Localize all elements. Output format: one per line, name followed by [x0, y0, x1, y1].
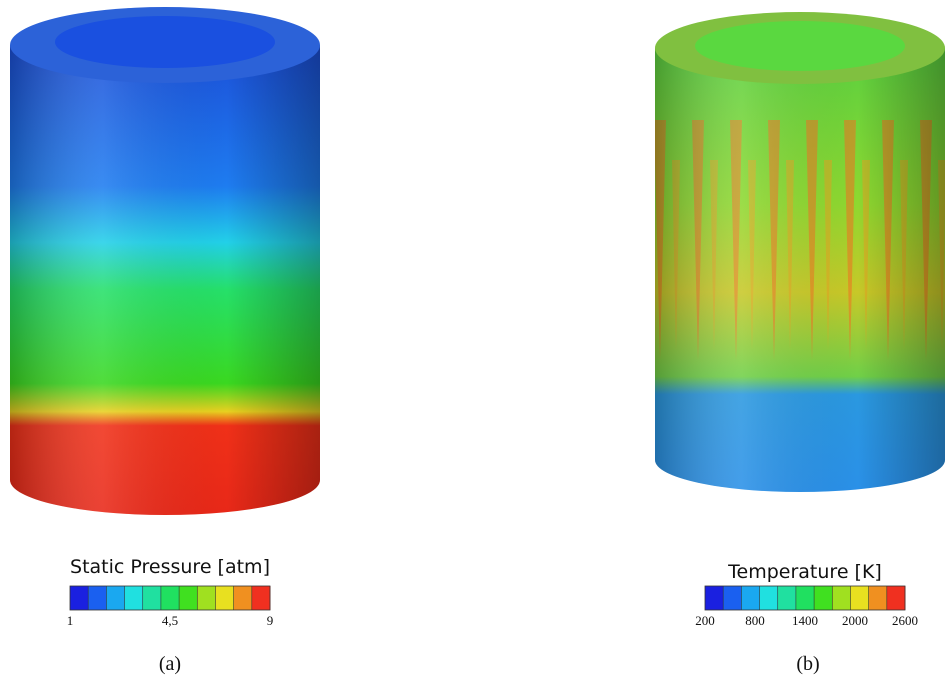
colorbar-title: Static Pressure [atm]: [70, 556, 270, 578]
colorbar-segment: [723, 586, 742, 610]
colorbar-tick-label: 200: [695, 613, 715, 628]
colorbar-segment: [160, 586, 180, 610]
colorbar-segment: [197, 586, 216, 610]
colorbar-segment: [179, 586, 198, 610]
colorbar-segment: [106, 586, 126, 610]
colorbar-segment: [759, 586, 779, 610]
colorbar-segment: [251, 586, 271, 610]
caption: (b): [796, 653, 819, 675]
colorbar-tick-label: 1400: [792, 613, 818, 628]
colorbar-segment: [741, 586, 761, 610]
caption: (a): [159, 653, 181, 675]
colorbar-segment: [832, 586, 851, 610]
colorbar-segment: [705, 586, 724, 610]
pressure-cylinder: [10, 7, 320, 515]
colorbar-tick-label: 2000: [842, 613, 868, 628]
colorbar-segment: [124, 586, 144, 610]
colorbar-tick-label: 9: [267, 613, 274, 628]
colorbar-title: Temperature [K]: [727, 561, 882, 583]
colorbar-segment: [886, 586, 906, 610]
colorbar-tick-label: 4,5: [162, 613, 178, 628]
colorbar-segment: [795, 586, 815, 610]
colorbar-segment: [233, 586, 253, 610]
temperature-cylinder: [655, 12, 945, 492]
colorbar-segment: [850, 586, 870, 610]
colorbar-segment: [777, 586, 797, 610]
colorbar-segment: [215, 586, 235, 610]
colorbar-frame: [69, 585, 271, 611]
colorbar-tick-label: 1: [67, 613, 74, 628]
colorbar-frame: [704, 585, 906, 611]
colorbar-segment: [142, 586, 162, 610]
colorbar-tick-label: 800: [745, 613, 765, 628]
colorbar-segment: [70, 586, 89, 610]
colorbar-tick-label: 2600: [892, 613, 918, 628]
colorbar-segment: [814, 586, 833, 610]
colorbar-segment: [868, 586, 888, 610]
colorbar-segment: [88, 586, 107, 610]
